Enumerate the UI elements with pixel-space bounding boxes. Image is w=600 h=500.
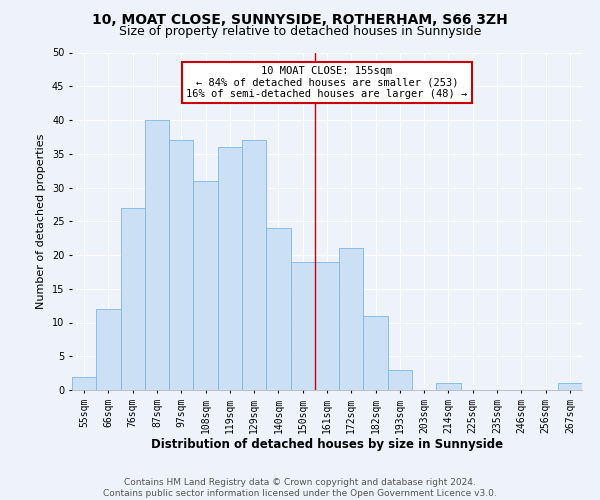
- Text: 10 MOAT CLOSE: 155sqm
← 84% of detached houses are smaller (253)
16% of semi-det: 10 MOAT CLOSE: 155sqm ← 84% of detached …: [187, 66, 467, 99]
- Text: Contains HM Land Registry data © Crown copyright and database right 2024.
Contai: Contains HM Land Registry data © Crown c…: [103, 478, 497, 498]
- Bar: [436, 383, 461, 390]
- Bar: [558, 383, 582, 390]
- Bar: [339, 248, 364, 390]
- Text: 10, MOAT CLOSE, SUNNYSIDE, ROTHERHAM, S66 3ZH: 10, MOAT CLOSE, SUNNYSIDE, ROTHERHAM, S6…: [92, 12, 508, 26]
- X-axis label: Distribution of detached houses by size in Sunnyside: Distribution of detached houses by size …: [151, 438, 503, 452]
- Bar: [169, 140, 193, 390]
- Bar: [242, 140, 266, 390]
- Bar: [388, 370, 412, 390]
- Bar: [315, 262, 339, 390]
- Bar: [364, 316, 388, 390]
- Bar: [96, 309, 121, 390]
- Y-axis label: Number of detached properties: Number of detached properties: [37, 134, 46, 309]
- Text: Size of property relative to detached houses in Sunnyside: Size of property relative to detached ho…: [119, 25, 481, 38]
- Bar: [266, 228, 290, 390]
- Bar: [290, 262, 315, 390]
- Bar: [193, 180, 218, 390]
- Bar: [121, 208, 145, 390]
- Bar: [72, 376, 96, 390]
- Bar: [145, 120, 169, 390]
- Bar: [218, 147, 242, 390]
